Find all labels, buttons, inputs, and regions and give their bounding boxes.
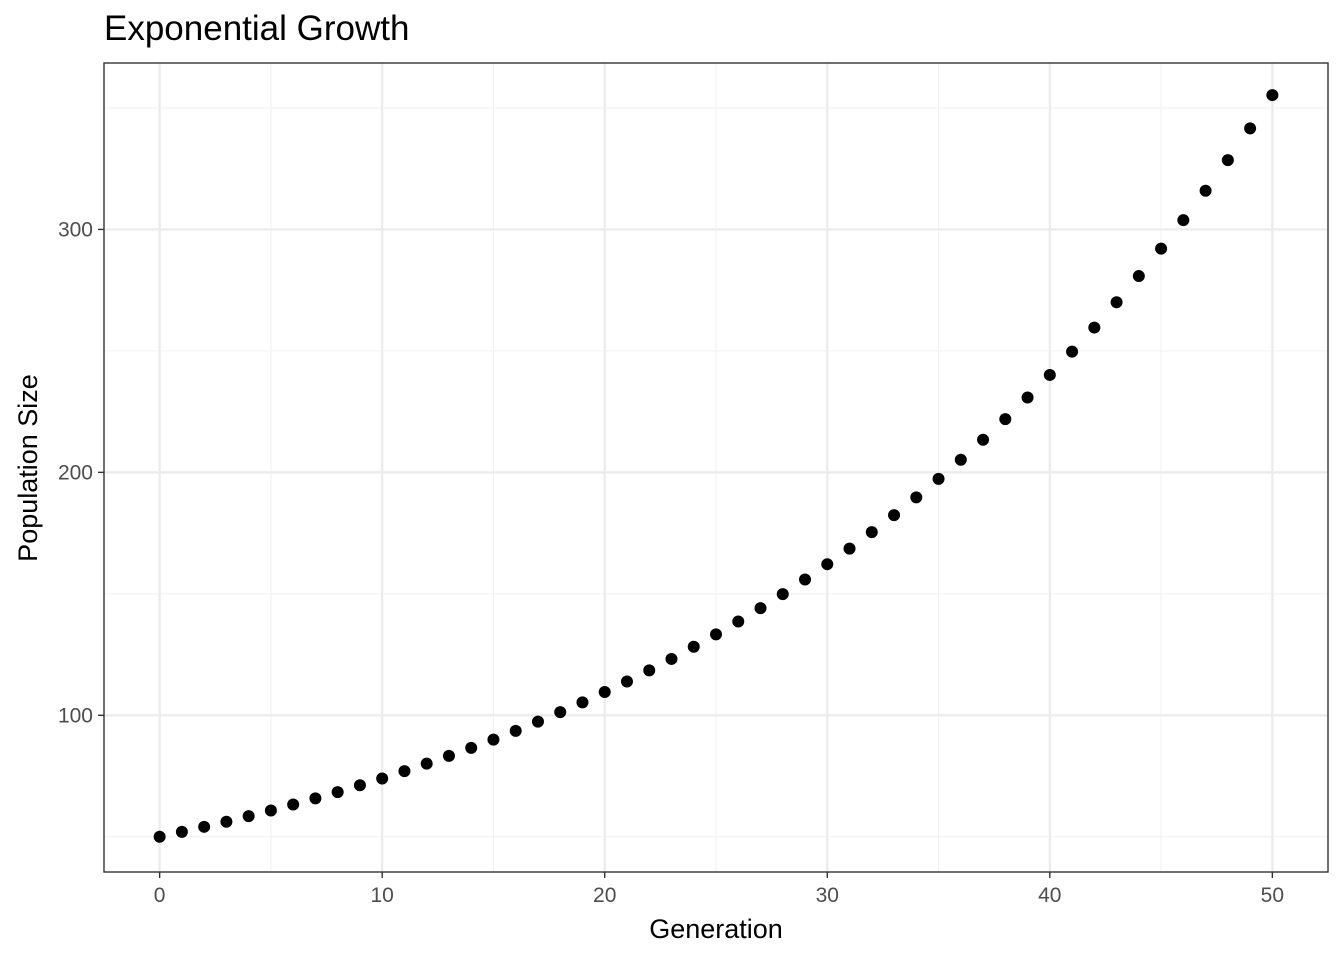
data-point (821, 558, 834, 571)
data-point (1110, 296, 1123, 309)
data-point (198, 820, 211, 833)
data-point (242, 810, 255, 823)
data-point (598, 685, 611, 698)
chart-title: Exponential Growth (104, 9, 409, 48)
data-point (220, 815, 233, 828)
y-axis: 100 200 300 (58, 218, 104, 727)
data-point (687, 640, 700, 653)
y-tick-label: 300 (58, 218, 93, 241)
data-point (665, 652, 678, 665)
x-tick-label: 20 (593, 884, 616, 907)
data-point (754, 602, 767, 615)
plot-panel-border (103, 62, 1329, 873)
data-point (932, 472, 945, 485)
data-point (420, 757, 433, 770)
data-point (620, 675, 633, 688)
data-points (153, 89, 1279, 843)
data-point (954, 453, 967, 466)
data-point (331, 786, 344, 799)
data-point (487, 733, 500, 746)
data-point (843, 542, 856, 555)
data-point (910, 491, 923, 504)
data-point (1155, 242, 1168, 255)
data-point (442, 749, 455, 762)
x-tick-label: 0 (154, 884, 166, 907)
y-tick-label: 200 (58, 461, 93, 484)
grid (104, 63, 1328, 872)
data-point (1066, 345, 1079, 358)
data-point (175, 825, 188, 838)
data-point (643, 664, 656, 677)
data-point (465, 741, 478, 754)
data-point (309, 792, 322, 805)
data-point (1088, 321, 1101, 334)
data-point (799, 573, 812, 586)
data-point (1177, 214, 1190, 227)
y-axis-title: Population Size (13, 374, 43, 562)
data-point (554, 706, 567, 719)
data-point (287, 798, 300, 811)
data-point (999, 413, 1012, 426)
data-point (977, 433, 990, 446)
data-point (1043, 368, 1056, 381)
data-point (1132, 270, 1145, 283)
data-point (1021, 391, 1034, 404)
x-axis-title: Generation (649, 914, 783, 944)
x-tick-label: 50 (1261, 884, 1284, 907)
x-tick-label: 10 (371, 884, 394, 907)
data-point (710, 628, 722, 641)
data-point (398, 765, 411, 778)
data-point (1266, 89, 1279, 102)
data-point (531, 715, 544, 728)
data-point (865, 526, 878, 539)
data-point (1199, 184, 1212, 197)
x-tick-label: 40 (1038, 884, 1061, 907)
data-point (376, 772, 389, 785)
data-point (1221, 154, 1234, 167)
y-tick-label: 100 (58, 704, 93, 727)
data-point (264, 804, 277, 817)
data-point (732, 615, 745, 628)
x-tick-label: 30 (816, 884, 839, 907)
data-point (888, 509, 901, 522)
data-point (153, 830, 166, 843)
data-point (776, 588, 789, 601)
x-axis: 0 10 20 30 40 50 (154, 872, 1284, 907)
data-point (1244, 122, 1257, 135)
data-point (509, 724, 522, 737)
data-point (353, 779, 366, 792)
data-point (576, 696, 589, 709)
